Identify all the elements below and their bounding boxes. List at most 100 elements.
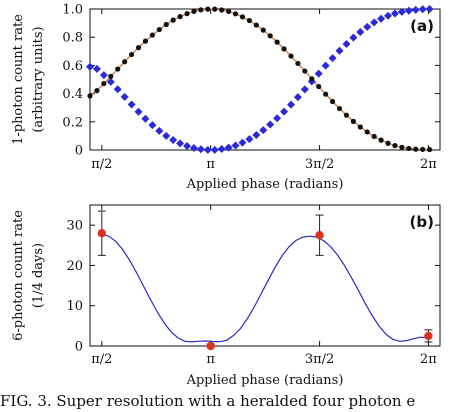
circle-point bbox=[357, 124, 363, 130]
diamond-point bbox=[141, 114, 150, 123]
y-tick-label: 0.6 bbox=[62, 59, 83, 74]
panel-tag: (b) bbox=[410, 213, 434, 231]
y-tick-label: 20 bbox=[66, 259, 83, 274]
circle-point bbox=[350, 118, 356, 124]
circle-point bbox=[170, 17, 176, 23]
data-point-6photon bbox=[97, 229, 107, 238]
diamond-point bbox=[134, 107, 143, 116]
y-tick-label: 0.8 bbox=[62, 31, 83, 46]
y-axis-label-units: (arbitrary units) bbox=[31, 26, 46, 132]
diamond-point bbox=[86, 62, 94, 71]
x-tick-label: π bbox=[206, 157, 215, 172]
figure: π/2 π 3π/2 2π 0 0.2 0.4 0.6 0.8 1.0 Applied phase … bbox=[11, 3, 441, 388]
diamond-point bbox=[148, 121, 157, 130]
circle-point bbox=[267, 33, 273, 39]
x-axis-label: Applied phase (radians) bbox=[186, 177, 344, 192]
circle-point bbox=[219, 7, 225, 13]
diamond-point bbox=[363, 22, 372, 31]
circle-point bbox=[94, 88, 100, 94]
fit-line-1photon bbox=[89, 8, 430, 151]
circle-point bbox=[205, 6, 211, 12]
diamond-point bbox=[176, 139, 185, 148]
data-point-6photon bbox=[315, 231, 324, 240]
circle-point bbox=[323, 91, 329, 97]
circle-point bbox=[246, 17, 253, 24]
diamond-point bbox=[106, 77, 115, 86]
diamond-point bbox=[162, 131, 171, 140]
circle-point bbox=[302, 68, 308, 74]
circle-point bbox=[212, 6, 218, 12]
circle-point bbox=[101, 80, 107, 87]
panel-b: π/2 π 3π/2 2π 0 10 20 30 Applied phase (radians)… bbox=[11, 204, 441, 388]
diamond-point bbox=[286, 100, 295, 109]
diamond-point bbox=[377, 14, 386, 23]
x-axis-label: Applied phase (radians) bbox=[186, 373, 344, 388]
circle-point bbox=[427, 146, 433, 153]
circle-point bbox=[336, 105, 343, 112]
diamond-point bbox=[127, 100, 136, 109]
diamond-point bbox=[342, 39, 351, 48]
circle-point bbox=[420, 146, 426, 153]
circle-point bbox=[385, 140, 391, 146]
panel-tag: (a) bbox=[410, 17, 434, 35]
diamond-point bbox=[189, 144, 198, 153]
y-tick-label: 30 bbox=[66, 219, 83, 234]
diamond-point bbox=[245, 135, 254, 144]
circle-point bbox=[122, 59, 128, 65]
circle-point bbox=[184, 11, 190, 17]
circle-point bbox=[239, 14, 246, 20]
circle-point bbox=[413, 146, 419, 152]
circle-point bbox=[329, 98, 336, 105]
y-tick-label: 0.4 bbox=[62, 87, 83, 102]
y-tick-label: 0.2 bbox=[62, 115, 83, 130]
circle-point bbox=[232, 11, 239, 17]
circle-point bbox=[198, 7, 204, 13]
diamond-point bbox=[155, 126, 164, 135]
circle-point bbox=[281, 46, 287, 52]
diamond-point bbox=[293, 93, 302, 102]
circle-point bbox=[364, 129, 370, 135]
diamond-point bbox=[273, 114, 282, 123]
x-tick-label: π/2 bbox=[91, 352, 112, 367]
diamond-point bbox=[404, 6, 413, 15]
circle-point bbox=[406, 145, 412, 152]
diamond-point bbox=[300, 85, 309, 94]
circle-point bbox=[177, 14, 183, 20]
circle-point bbox=[253, 22, 259, 28]
diamond-point bbox=[418, 5, 427, 14]
diamond-point bbox=[183, 142, 192, 151]
x-tick-label: π/2 bbox=[91, 157, 112, 172]
y-axis-label: 1-photon count rate bbox=[11, 14, 26, 145]
fit-line-6photon bbox=[101, 233, 428, 343]
diamond-point bbox=[397, 7, 406, 16]
diamond-point bbox=[328, 54, 337, 63]
circle-point bbox=[392, 143, 398, 149]
y-tick-label: 1.0 bbox=[62, 3, 83, 18]
x-tick-label: π bbox=[206, 352, 215, 367]
circle-point bbox=[288, 53, 294, 59]
diamond-point bbox=[384, 11, 393, 20]
circle-point bbox=[142, 38, 149, 44]
diamond-point bbox=[356, 27, 365, 36]
diamond-point bbox=[210, 145, 219, 154]
diamond-point bbox=[113, 85, 122, 94]
diamond-point bbox=[266, 120, 275, 129]
diamond-point bbox=[321, 61, 330, 70]
x-tick-label: 2π bbox=[420, 352, 437, 367]
circle-point bbox=[108, 73, 114, 79]
circle-point bbox=[156, 26, 162, 33]
circle-point bbox=[399, 144, 405, 150]
x-tick-label: 2π bbox=[420, 157, 437, 172]
diamond-point bbox=[349, 33, 358, 42]
x-tick-label: 3π/2 bbox=[305, 352, 334, 367]
circle-point bbox=[274, 39, 280, 45]
circle-point bbox=[343, 112, 350, 118]
diamond-point bbox=[99, 71, 108, 80]
circle-point bbox=[149, 32, 155, 38]
diamond-point bbox=[252, 131, 261, 140]
diamond-point bbox=[314, 69, 323, 78]
circle-point bbox=[316, 83, 322, 90]
diamond-point bbox=[335, 46, 344, 55]
diamond-point bbox=[203, 145, 212, 154]
circle-point bbox=[378, 137, 384, 143]
